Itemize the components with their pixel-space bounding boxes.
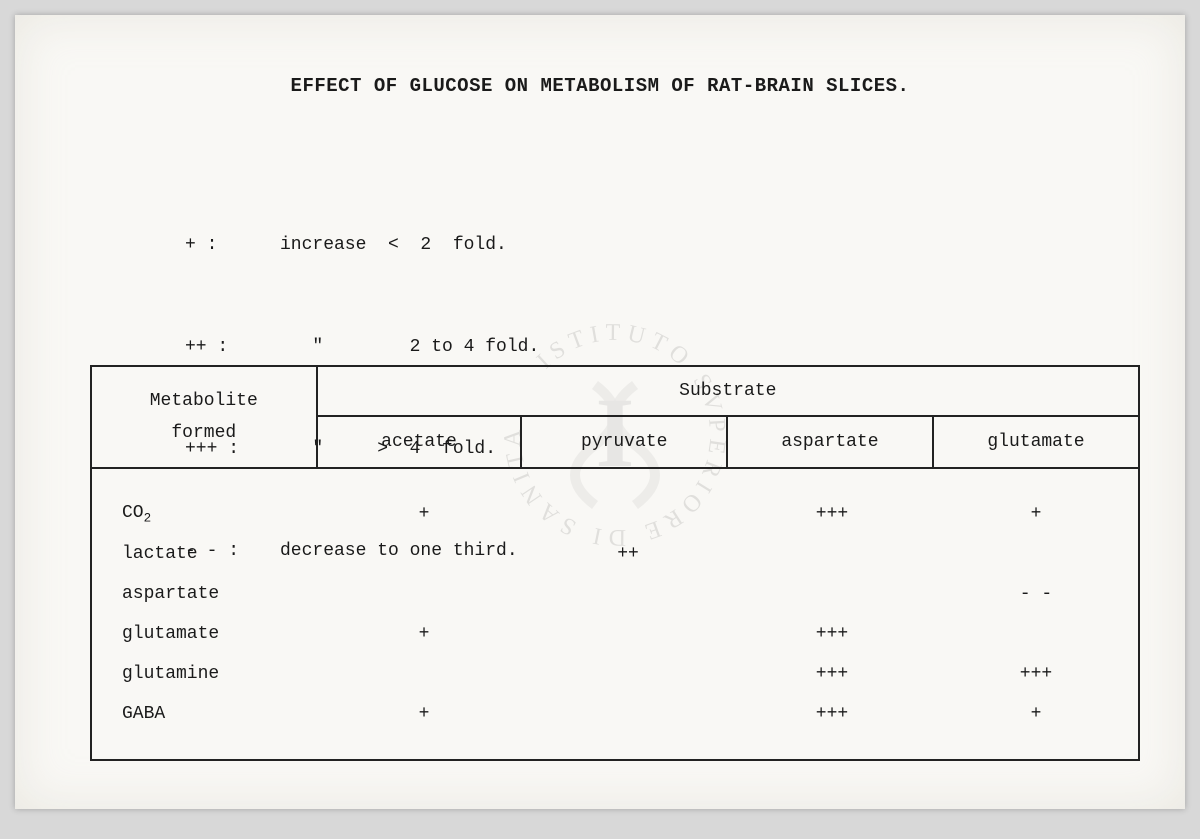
- table-row: glutamate++++: [92, 614, 1138, 654]
- table-cell: +++: [730, 624, 934, 644]
- table-header-metabolite: Metabolite formed: [91, 366, 317, 468]
- table-cell: +++: [730, 504, 934, 524]
- legend-symbol: + :: [185, 228, 280, 262]
- header-bottom-label: formed: [92, 417, 316, 455]
- table-row: aspartate - -: [92, 574, 1138, 614]
- table-cell: +: [322, 504, 526, 524]
- table-row: lactate ++: [92, 534, 1138, 574]
- row-label: CO2: [92, 503, 322, 526]
- table-cell: +++: [934, 664, 1138, 684]
- table-row: glutamine ++++++: [92, 654, 1138, 694]
- table-row: CO2+++++: [92, 494, 1138, 534]
- legend-row: + : increase < 2 fold.: [185, 228, 539, 262]
- table-col-header: pyruvate: [521, 416, 726, 468]
- table-body: CO2+++++lactate++aspartate- -glutamate++…: [92, 469, 1138, 759]
- legend-desc: increase < 2 fold.: [280, 228, 507, 262]
- table-cell: +++: [730, 664, 934, 684]
- data-table: Metabolite formed Substrate acetate pyru…: [90, 365, 1140, 761]
- table-row: GABA+++++: [92, 694, 1138, 734]
- row-label: GABA: [92, 704, 322, 724]
- table-cell: - -: [934, 584, 1138, 604]
- document-page: EFFECT OF GLUCOSE ON METABOLISM OF RAT-B…: [15, 15, 1185, 809]
- row-label: lactate: [92, 544, 322, 564]
- table-cell: +: [934, 504, 1138, 524]
- table-cell: +: [322, 624, 526, 644]
- page-title: EFFECT OF GLUCOSE ON METABOLISM OF RAT-B…: [15, 75, 1185, 97]
- table-col-header: glutamate: [933, 416, 1139, 468]
- table-col-header: aspartate: [727, 416, 933, 468]
- row-label: glutamine: [92, 664, 322, 684]
- table-cell: +: [322, 704, 526, 724]
- row-label: aspartate: [92, 584, 322, 604]
- legend-desc: " 2 to 4 fold.: [280, 330, 539, 364]
- legend-symbol: ++ :: [185, 330, 280, 364]
- table-cell: +: [934, 704, 1138, 724]
- legend-row: ++ : " 2 to 4 fold.: [185, 330, 539, 364]
- table-header-substrate: Substrate: [317, 366, 1139, 416]
- table-col-header: acetate: [317, 416, 522, 468]
- table-cell: ++: [526, 544, 730, 564]
- row-label: glutamate: [92, 624, 322, 644]
- header-top-label: Metabolite: [92, 379, 316, 417]
- table-cell: +++: [730, 704, 934, 724]
